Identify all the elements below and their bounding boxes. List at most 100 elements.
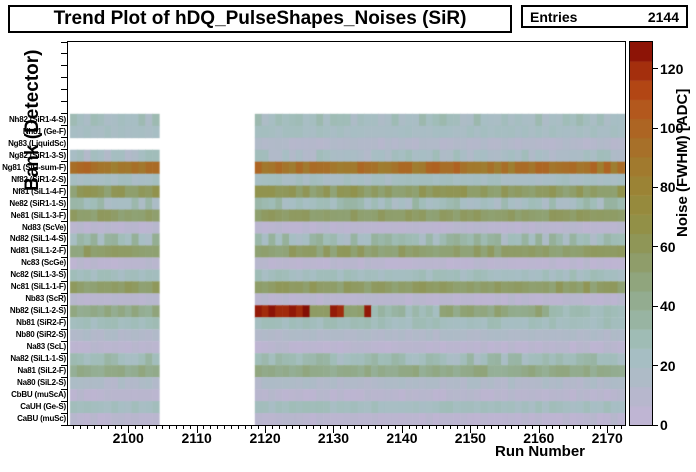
y-axis-label: Nd81 (SiL1-2-F)	[10, 246, 66, 256]
colorbar-tick	[652, 127, 658, 129]
x-axis-minor-tick	[251, 425, 253, 429]
x-axis-minor-tick	[285, 425, 287, 429]
y-axis-label: Ne82 (SiR1-1-S)	[9, 198, 66, 208]
x-axis-minor-tick	[326, 425, 328, 429]
x-axis-minor-tick	[381, 425, 383, 429]
y-axis-label: Nc81 (SiL1-1-F)	[10, 282, 66, 292]
x-axis-minor-tick	[593, 425, 595, 429]
colorbar-tick	[652, 68, 658, 70]
y-axis-tick	[61, 388, 68, 390]
y-axis-tick	[61, 89, 68, 91]
plot-title: Trend Plot of hDQ_PulseShapes_Noises (Si…	[53, 8, 467, 29]
y-axis-tick	[61, 304, 68, 306]
colorbar-tick	[652, 186, 658, 188]
x-axis-minor-tick	[176, 425, 178, 429]
colorbar-tick-label: 20	[660, 357, 676, 374]
x-axis-minor-tick	[442, 425, 444, 429]
heatmap-canvas	[68, 42, 625, 425]
y-axis-tick	[61, 197, 68, 199]
colorbar-tick	[652, 424, 658, 426]
y-axis-label: Ng83 (LiquidSc)	[8, 138, 66, 148]
y-axis-tick	[61, 221, 68, 223]
y-axis-tick	[61, 233, 68, 234]
y-axis-label: Nb80 (SiR2-S)	[15, 330, 67, 340]
colorbar-tick-label: 120	[660, 60, 684, 77]
x-axis-minor-tick	[545, 425, 547, 429]
colorbar-tick-label: 40	[660, 298, 676, 315]
x-axis-major-tick	[196, 425, 198, 433]
y-axis-label: Nf81 (SiL1-4-F)	[12, 186, 67, 196]
x-axis-major-tick	[470, 425, 472, 433]
x-axis-minor-tick	[367, 425, 369, 429]
y-axis-label: Nc83 (ScGe)	[21, 258, 66, 268]
x-axis-minor-tick	[135, 425, 137, 429]
x-axis-minor-tick	[586, 425, 588, 429]
y-axis-tick	[61, 352, 68, 354]
x-axis-minor-tick	[299, 425, 301, 429]
colorbar-tick-label: 80	[660, 179, 676, 196]
x-axis-minor-tick	[408, 425, 410, 429]
x-axis-minor-tick	[484, 425, 486, 429]
y-axis-tick	[61, 412, 68, 414]
y-axis-tick	[61, 185, 68, 187]
entries-value: 2144	[647, 8, 679, 25]
plot-frame	[67, 41, 626, 426]
x-axis-minor-tick	[463, 425, 465, 429]
y-axis-label: Nf82 (SiR1-2-S)	[11, 174, 66, 184]
y-axis-tick	[61, 400, 68, 402]
x-axis-minor-tick	[237, 425, 239, 429]
x-axis-minor-tick	[155, 425, 157, 429]
x-axis-minor-tick	[230, 425, 232, 429]
x-axis-major-tick	[333, 425, 335, 433]
x-axis-minor-tick	[456, 425, 458, 429]
x-axis-major-tick	[128, 425, 130, 433]
colorbar-tick	[652, 246, 658, 248]
y-axis-tick	[61, 364, 68, 366]
x-axis-minor-tick	[258, 425, 260, 429]
colorbar-tick	[652, 365, 658, 367]
y-axis-label: Na83 (ScL)	[26, 342, 67, 352]
x-axis-minor-tick	[525, 425, 527, 429]
y-axis-label: Ng81 (SiR-sum-F)	[2, 162, 66, 172]
x-axis-minor-tick	[169, 425, 171, 429]
x-axis-minor-tick	[312, 425, 314, 429]
y-axis-label: Nb83 (ScR)	[25, 294, 66, 304]
y-axis-label: Nb81 (SiR2-F)	[16, 318, 66, 328]
plot-title-box: Trend Plot of hDQ_PulseShapes_Noises (Si…	[8, 5, 512, 33]
x-axis-minor-tick	[347, 425, 349, 429]
x-axis-minor-tick	[518, 425, 520, 429]
y-axis-label: Nd83 (ScVe)	[21, 222, 66, 232]
y-axis-label: Na82 (SiL1-1-S)	[10, 354, 66, 364]
x-axis-minor-tick	[600, 425, 602, 429]
x-axis-minor-tick	[189, 425, 191, 429]
x-axis-minor-tick	[566, 425, 568, 429]
y-axis-tick	[61, 173, 68, 175]
colorbar-frame	[629, 41, 653, 426]
x-axis-minor-tick	[415, 425, 417, 429]
x-axis-minor-tick	[559, 425, 561, 429]
y-axis-tick	[61, 149, 68, 151]
y-axis-tick	[61, 137, 68, 139]
x-axis-minor-tick	[429, 425, 431, 429]
x-axis-tick-label: 2120	[249, 430, 281, 446]
x-axis-tick-label: 2160	[523, 430, 555, 446]
y-axis-label: CbBU (muScA)	[11, 390, 66, 400]
x-axis-minor-tick	[162, 425, 164, 429]
y-axis-label: Nh82 (SiR1-4-S)	[8, 114, 66, 124]
y-axis-label: Ne81 (SiL1-3-F)	[10, 210, 66, 220]
x-axis-minor-tick	[80, 425, 82, 429]
x-axis-minor-tick	[477, 425, 479, 429]
x-axis-minor-tick	[244, 425, 246, 429]
x-axis-tick-label: 2170	[591, 430, 623, 446]
y-axis-label: Nd82 (SiL1-4-S)	[9, 234, 66, 244]
y-axis-label: Na81 (SiL2-F)	[17, 366, 66, 376]
x-axis-minor-tick	[449, 425, 451, 429]
x-axis-minor-tick	[94, 425, 95, 429]
y-axis-tick	[61, 65, 68, 67]
x-axis-minor-tick	[217, 425, 219, 429]
y-axis-tick	[61, 340, 68, 342]
stats-box: Entries 2144	[521, 5, 688, 28]
x-axis-minor-tick	[203, 425, 205, 429]
x-axis-major-tick	[265, 425, 267, 433]
y-axis-tick	[61, 424, 68, 426]
